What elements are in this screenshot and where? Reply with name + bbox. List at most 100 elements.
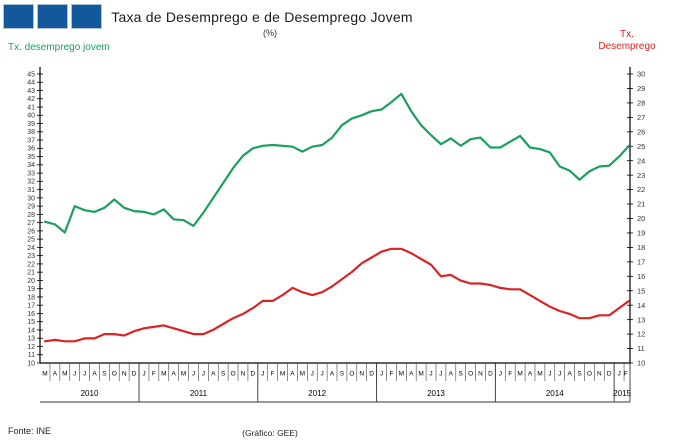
svg-text:S: S [459, 371, 464, 378]
svg-text:D: D [488, 371, 493, 378]
svg-text:41: 41 [27, 104, 35, 111]
svg-text:25: 25 [27, 237, 35, 244]
svg-text:11: 11 [28, 352, 35, 359]
svg-text:24: 24 [27, 245, 35, 252]
svg-text:A: A [53, 371, 58, 378]
svg-text:28: 28 [637, 99, 645, 108]
svg-text:J: J [192, 371, 195, 378]
svg-text:28: 28 [27, 212, 35, 219]
svg-text:A: A [290, 371, 295, 378]
svg-text:S: S [340, 371, 345, 378]
svg-text:J: J [202, 371, 205, 378]
svg-text:2014: 2014 [546, 389, 564, 398]
svg-text:N: N [478, 371, 483, 378]
svg-text:42: 42 [27, 96, 35, 103]
svg-text:M: M [537, 371, 542, 378]
svg-text:D: D [369, 371, 374, 378]
svg-text:A: A [409, 371, 414, 378]
svg-text:20: 20 [637, 214, 645, 223]
svg-text:35: 35 [27, 154, 35, 161]
svg-text:44: 44 [27, 80, 35, 87]
svg-text:15: 15 [27, 319, 35, 326]
svg-text:14: 14 [637, 301, 645, 310]
svg-text:J: J [73, 371, 76, 378]
svg-text:F: F [624, 371, 628, 378]
svg-text:43: 43 [27, 88, 35, 95]
svg-text:38: 38 [27, 129, 35, 136]
svg-text:F: F [389, 371, 393, 378]
svg-text:2015: 2015 [613, 389, 631, 398]
svg-text:31: 31 [27, 187, 35, 194]
svg-text:M: M [181, 371, 186, 378]
svg-text:2011: 2011 [190, 389, 208, 398]
svg-text:34: 34 [27, 162, 35, 169]
svg-text:29: 29 [27, 204, 35, 211]
svg-text:N: N [597, 371, 602, 378]
svg-text:16: 16 [27, 311, 35, 318]
svg-text:22: 22 [27, 261, 35, 268]
gee-logo [3, 4, 102, 29]
svg-text:20: 20 [27, 278, 35, 285]
svg-text:10: 10 [27, 360, 35, 367]
svg-text:M: M [418, 371, 423, 378]
svg-text:M: M [280, 371, 285, 378]
svg-text:24: 24 [637, 156, 645, 165]
svg-text:N: N [359, 371, 364, 378]
svg-text:19: 19 [637, 229, 645, 238]
svg-text:O: O [231, 371, 236, 378]
svg-text:N: N [122, 371, 127, 378]
svg-text:J: J [83, 371, 86, 378]
footer-credit: (Gráfico: GEE) [242, 428, 298, 438]
logo-square-icon [3, 4, 34, 29]
svg-text:A: A [330, 371, 335, 378]
svg-text:2012: 2012 [308, 389, 326, 398]
svg-text:A: A [449, 371, 454, 378]
svg-text:J: J [617, 371, 620, 378]
svg-text:N: N [241, 371, 246, 378]
svg-text:F: F [508, 371, 512, 378]
chart-subtitle: (%) [263, 28, 277, 38]
svg-text:30: 30 [637, 70, 645, 79]
svg-text:12: 12 [27, 344, 35, 351]
svg-text:17: 17 [27, 303, 35, 310]
svg-text:J: J [311, 371, 314, 378]
svg-text:J: J [142, 371, 145, 378]
logo-square-icon [71, 4, 102, 29]
svg-text:18: 18 [637, 243, 645, 252]
svg-text:J: J [321, 371, 324, 378]
svg-text:D: D [251, 371, 256, 378]
svg-text:40: 40 [27, 113, 35, 120]
footer-source: Fonte: INE [8, 426, 52, 436]
right-axis-label-line2: Desemprego [598, 41, 656, 52]
svg-text:M: M [62, 371, 67, 378]
svg-text:F: F [152, 371, 156, 378]
svg-text:21: 21 [637, 200, 645, 209]
svg-text:22: 22 [637, 185, 645, 194]
svg-text:12: 12 [637, 330, 645, 339]
svg-text:39: 39 [27, 121, 35, 128]
svg-text:26: 26 [637, 127, 645, 136]
svg-text:18: 18 [27, 294, 35, 301]
svg-text:M: M [300, 371, 305, 378]
svg-text:O: O [587, 371, 592, 378]
svg-text:A: A [172, 371, 177, 378]
svg-text:2013: 2013 [427, 389, 445, 398]
svg-text:O: O [468, 371, 473, 378]
svg-text:M: M [399, 371, 404, 378]
svg-text:2010: 2010 [81, 389, 99, 398]
svg-text:27: 27 [637, 113, 645, 122]
logo-square-icon [37, 4, 68, 29]
svg-text:19: 19 [27, 286, 35, 293]
svg-text:26: 26 [27, 228, 35, 235]
svg-text:D: D [607, 371, 612, 378]
svg-text:M: M [161, 371, 166, 378]
svg-text:S: S [577, 371, 582, 378]
svg-text:J: J [429, 371, 432, 378]
svg-text:37: 37 [27, 137, 35, 144]
svg-text:S: S [102, 371, 107, 378]
right-axis-label: Tx. Desemprego [587, 29, 667, 53]
svg-text:J: J [261, 371, 264, 378]
svg-text:J: J [548, 371, 551, 378]
